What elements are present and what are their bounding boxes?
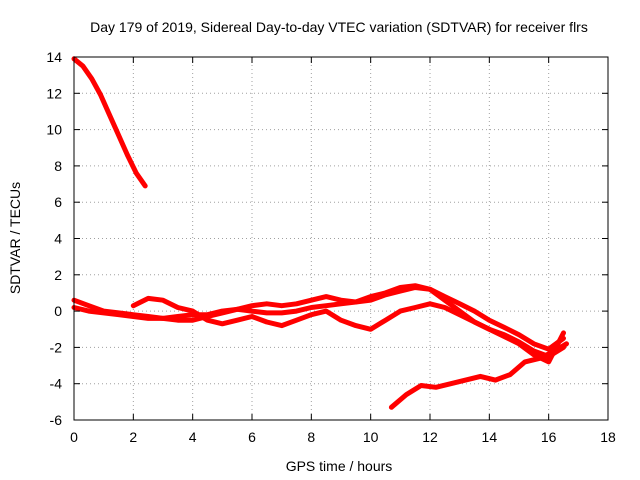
grid	[74, 57, 608, 420]
y-tick-label: 10	[46, 122, 62, 138]
series-line-arc-5	[388, 341, 569, 410]
x-axis: 0 2 4 6 8 10 12 14 16 18	[70, 57, 616, 445]
x-tick-label: 16	[541, 429, 557, 445]
x-axis-title: GPS time / hours	[286, 458, 393, 474]
y-tick-label: 14	[46, 49, 62, 65]
y-axis: -6 -4 -2 0 2 4 6 8 10 12 14	[46, 49, 608, 428]
y-tick-label: 8	[54, 158, 62, 174]
y-tick-label: 6	[54, 194, 62, 210]
series-line-arc-4	[130, 295, 566, 365]
x-tick-label: 8	[307, 429, 315, 445]
series-layer	[71, 56, 569, 410]
series-line-arc-1	[71, 56, 148, 189]
x-tick-label: 4	[189, 429, 197, 445]
x-tick-label: 18	[600, 429, 616, 445]
x-tick-label: 10	[363, 429, 379, 445]
x-tick-label: 2	[129, 429, 137, 445]
y-tick-label: -6	[50, 412, 63, 428]
x-tick-label: 0	[70, 429, 78, 445]
y-tick-label: 12	[46, 85, 62, 101]
chart-title: Day 179 of 2019, Sidereal Day-to-day VTE…	[90, 19, 588, 35]
x-tick-label: 12	[422, 429, 438, 445]
x-tick-label: 14	[482, 429, 498, 445]
y-tick-label: 0	[54, 303, 62, 319]
y-axis-title: SDTVAR / TECUs	[7, 182, 23, 294]
x-tick-label: 6	[248, 429, 256, 445]
y-tick-label: -2	[50, 339, 63, 355]
y-tick-label: -4	[50, 376, 63, 392]
y-tick-label: 2	[54, 267, 62, 283]
y-tick-label: 4	[54, 231, 62, 247]
